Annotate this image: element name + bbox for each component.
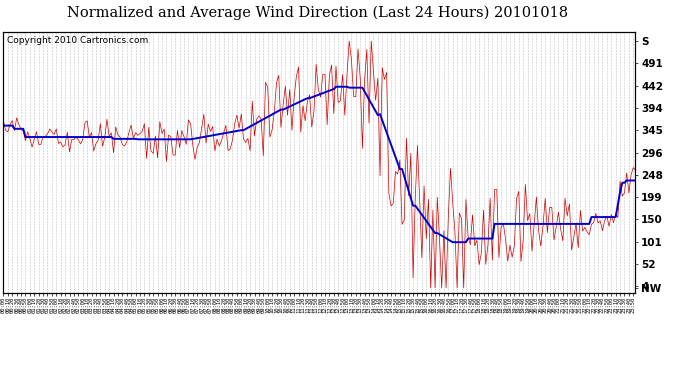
- Text: Copyright 2010 Cartronics.com: Copyright 2010 Cartronics.com: [7, 36, 148, 45]
- Text: Normalized and Average Wind Direction (Last 24 Hours) 20101018: Normalized and Average Wind Direction (L…: [67, 6, 568, 20]
